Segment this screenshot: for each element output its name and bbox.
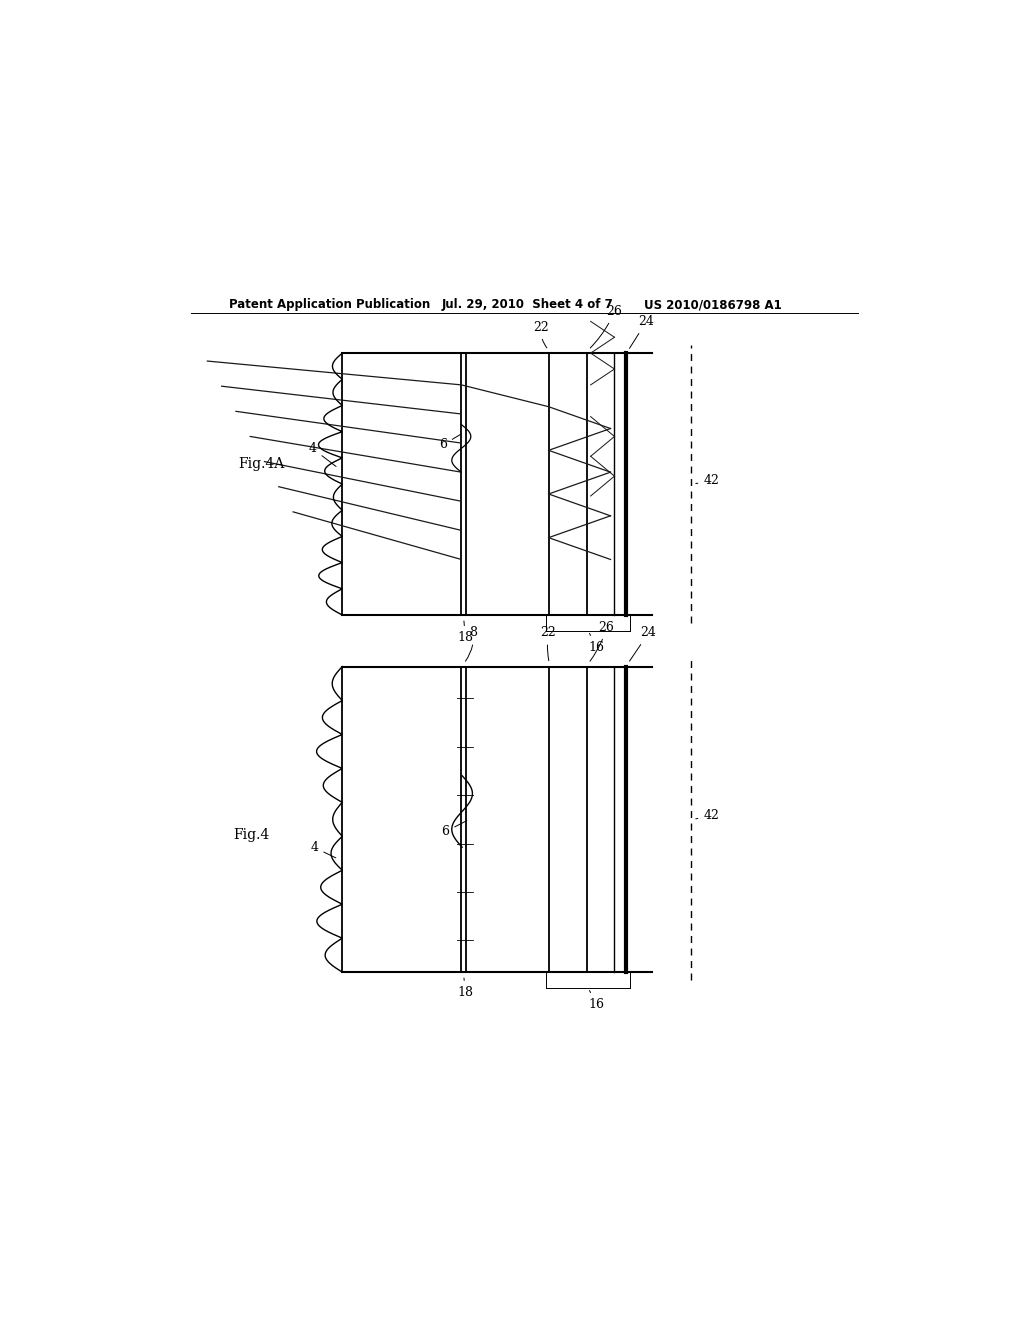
Text: Fig.4A: Fig.4A — [239, 457, 285, 471]
Text: 22: 22 — [532, 321, 549, 347]
Text: Fig.4: Fig.4 — [232, 828, 269, 842]
Text: 16: 16 — [588, 634, 604, 653]
Text: 18: 18 — [458, 620, 473, 644]
Text: 6: 6 — [439, 434, 461, 451]
Text: Patent Application Publication: Patent Application Publication — [228, 298, 430, 312]
Text: 8: 8 — [465, 627, 477, 661]
Text: US 2010/0186798 A1: US 2010/0186798 A1 — [644, 298, 781, 312]
Text: 26: 26 — [590, 620, 614, 661]
Text: 24: 24 — [630, 315, 654, 348]
Text: 42: 42 — [695, 809, 719, 822]
Text: 16: 16 — [588, 990, 604, 1011]
Text: 18: 18 — [458, 978, 473, 999]
Text: 4: 4 — [309, 442, 336, 466]
Text: 6: 6 — [441, 821, 467, 838]
Text: 22: 22 — [541, 627, 556, 661]
Text: 26: 26 — [590, 305, 623, 348]
Text: 42: 42 — [695, 474, 719, 487]
Text: 24: 24 — [630, 627, 656, 661]
Text: 4: 4 — [310, 841, 336, 858]
Text: Jul. 29, 2010  Sheet 4 of 7: Jul. 29, 2010 Sheet 4 of 7 — [441, 298, 613, 312]
